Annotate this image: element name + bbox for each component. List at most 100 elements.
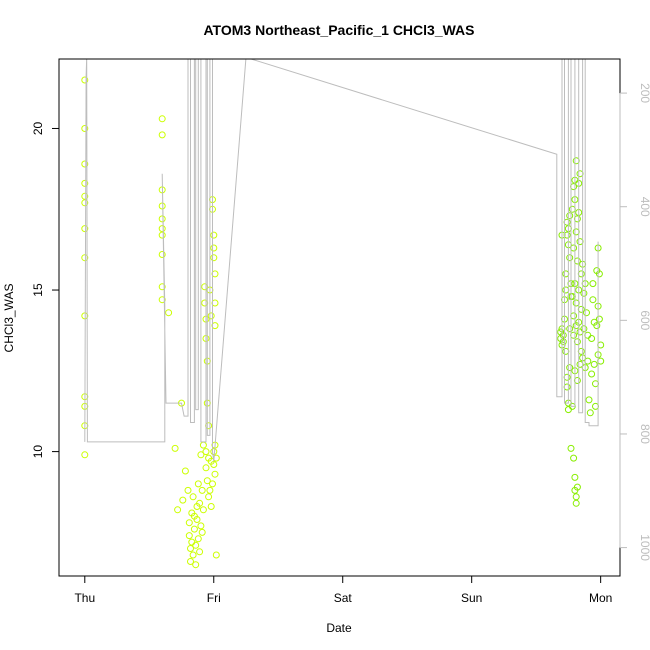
data-point <box>210 244 218 252</box>
x-tick-label: Mon <box>589 591 612 605</box>
data-point <box>188 538 196 546</box>
data-point <box>593 322 601 330</box>
y-axis-label: CHCl3_WAS <box>2 284 16 353</box>
data-point <box>192 541 200 549</box>
data-point <box>81 125 89 132</box>
data-point <box>586 409 594 417</box>
data-point <box>580 325 588 333</box>
y-axis: 10 15 20 <box>31 121 59 458</box>
data-point <box>194 535 202 543</box>
series-line <box>84 59 599 462</box>
data-point <box>566 325 574 333</box>
data-point <box>597 341 605 349</box>
data-point <box>158 215 166 223</box>
chart-title: ATOM3 Northeast_Pacific_1 CHCl3_WAS <box>203 22 474 38</box>
data-point <box>572 493 580 501</box>
data-point <box>562 270 570 278</box>
data-point <box>198 528 206 536</box>
data-point <box>196 499 204 507</box>
x-tick-label: Thu <box>74 591 95 605</box>
y2-tick-label: 400 <box>638 197 650 217</box>
data-point <box>566 364 574 372</box>
x-tick-label: Fri <box>207 591 221 605</box>
data-point <box>81 160 89 168</box>
y-tick-label: 15 <box>31 283 45 297</box>
data-point <box>570 454 578 462</box>
data-point <box>196 548 204 556</box>
data-point <box>165 309 173 317</box>
data-point <box>210 461 218 468</box>
data-point <box>187 545 194 552</box>
data-point <box>81 254 89 262</box>
data-point <box>595 270 603 278</box>
data-point <box>590 360 598 368</box>
data-point <box>202 464 210 472</box>
data-point <box>158 231 166 239</box>
data-point <box>566 212 574 220</box>
data-point <box>198 486 206 494</box>
data-point <box>588 370 596 378</box>
x-axis: Thu Fri Sat Sun Mon <box>74 576 612 605</box>
y2-tick-label: 200 <box>638 83 650 103</box>
data-point <box>187 558 194 565</box>
data-point <box>199 506 207 514</box>
data-point <box>171 444 179 452</box>
data-point <box>189 493 197 501</box>
data-point <box>583 309 590 317</box>
x-axis-label: Date <box>326 621 352 635</box>
data-point <box>81 199 89 207</box>
data-point <box>202 448 210 456</box>
data-point <box>572 499 580 507</box>
data-point <box>571 473 579 481</box>
data-point <box>567 444 575 452</box>
data-point <box>184 486 192 494</box>
data-point <box>158 131 166 139</box>
data-point <box>81 76 89 84</box>
data-point <box>81 451 89 459</box>
data-point <box>210 448 218 456</box>
plot-frame <box>58 58 621 577</box>
data-point <box>580 289 588 297</box>
x-tick-label: Sun <box>461 591 482 605</box>
data-point <box>158 115 166 123</box>
data-point <box>564 406 572 414</box>
data-point <box>192 561 200 569</box>
y-tick-label: 20 <box>31 121 45 135</box>
data-point <box>158 296 166 304</box>
data-point <box>81 225 89 233</box>
data-point <box>158 202 166 210</box>
data-point <box>185 532 193 540</box>
data-point <box>190 525 198 533</box>
data-point <box>197 522 205 530</box>
data-point <box>185 519 193 527</box>
data-point <box>212 551 220 559</box>
data-point <box>589 280 597 288</box>
y2-tick-label: 1000 <box>638 534 650 561</box>
data-point <box>573 483 581 491</box>
data-point <box>559 338 567 346</box>
y2-tick-label: 800 <box>638 424 650 444</box>
data-point <box>589 296 597 304</box>
data-point <box>199 441 207 449</box>
data-point <box>597 357 605 365</box>
data-point <box>158 283 166 291</box>
data-point <box>174 506 182 514</box>
data-point <box>210 254 218 262</box>
data-point <box>158 251 166 258</box>
y2-tick-label: 600 <box>638 310 650 330</box>
data-point <box>207 312 215 320</box>
plot-area <box>81 59 605 569</box>
y-tick-label: 10 <box>31 445 45 459</box>
y2-axis: 200 400 600 800 1000 <box>619 83 650 561</box>
data-point <box>568 205 576 213</box>
data-point <box>181 467 189 475</box>
data-point <box>562 286 570 294</box>
data-point <box>209 480 216 488</box>
x-tick-label: Sat <box>334 591 353 605</box>
data-point <box>595 315 603 323</box>
data-point <box>211 470 219 478</box>
data-point <box>207 503 215 510</box>
data-point <box>179 496 187 504</box>
data-point <box>206 486 214 494</box>
